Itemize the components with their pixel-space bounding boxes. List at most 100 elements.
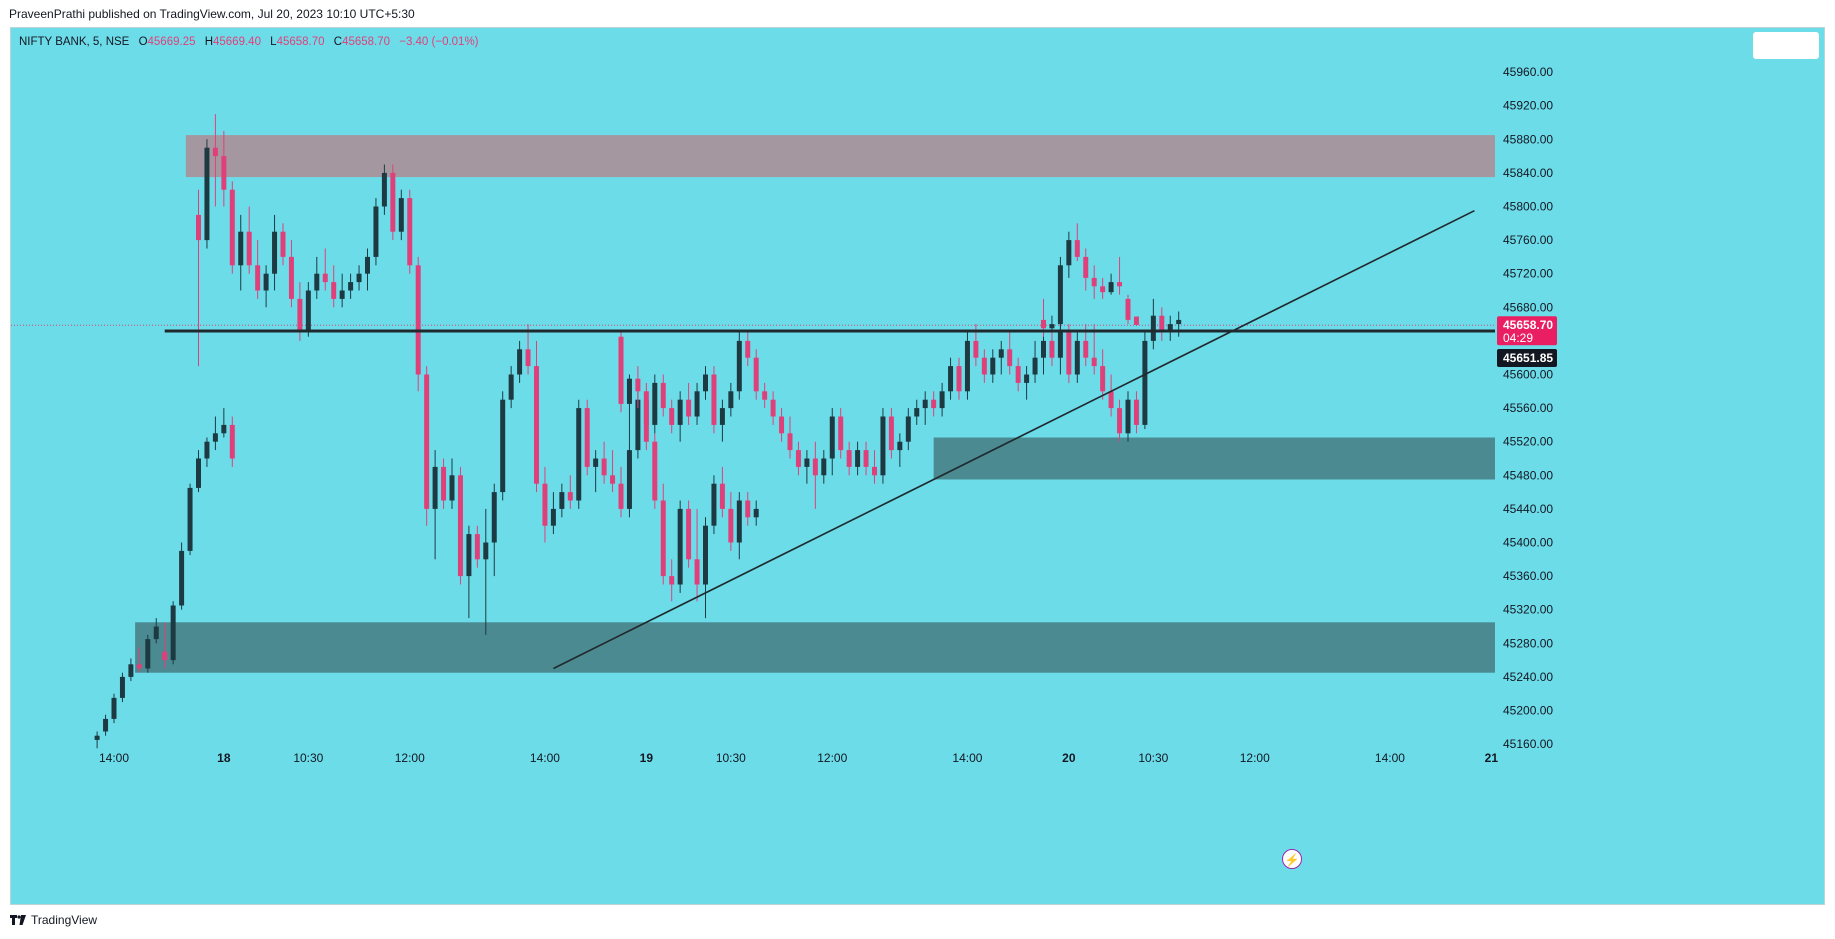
- candle-body: [618, 336, 624, 404]
- candle-body: [339, 290, 345, 299]
- candle-body: [1108, 282, 1114, 293]
- candle-body: [1167, 324, 1173, 333]
- candle-body: [888, 416, 894, 451]
- candle-body: [745, 500, 751, 518]
- candle-body: [373, 206, 379, 257]
- candle-body: [449, 475, 455, 501]
- candle-body: [711, 483, 717, 526]
- price-tick-label: 45520.00: [1503, 435, 1553, 449]
- candle-body: [736, 500, 742, 543]
- candle-body: [576, 408, 582, 501]
- low-value: 45658.70: [276, 36, 325, 48]
- candle-body: [703, 374, 708, 392]
- candle-body: [196, 214, 201, 241]
- candle-body: [179, 550, 185, 606]
- candle-body: [500, 399, 506, 493]
- candle-body: [272, 231, 278, 274]
- candle-body: [424, 374, 430, 509]
- candle-body: [221, 424, 227, 434]
- price-tick-label: 45800.00: [1503, 200, 1553, 214]
- candle-body: [212, 147, 218, 157]
- candle-body: [643, 391, 649, 425]
- candle-body: [677, 399, 683, 425]
- price-tick-label: 45160.00: [1503, 737, 1553, 751]
- candle-body: [1083, 256, 1089, 278]
- candle-body: [694, 559, 700, 585]
- candle-body: [111, 697, 117, 719]
- candle-body: [669, 576, 675, 585]
- candle-body: [517, 349, 523, 375]
- candle-body: [305, 290, 311, 333]
- candle-body: [593, 458, 599, 467]
- candle-body: [407, 198, 413, 266]
- candle-body: [1041, 340, 1046, 358]
- candle-body: [770, 399, 776, 417]
- time-tick-label: 10:30: [293, 751, 323, 765]
- candle-body: [390, 172, 396, 232]
- candle-body: [238, 231, 244, 266]
- candle-body: [119, 676, 125, 698]
- candle-body: [1049, 324, 1055, 329]
- currency-box[interactable]: [1753, 32, 1819, 59]
- candle-body: [1117, 408, 1123, 434]
- candle-body: [939, 391, 945, 409]
- price-tick-label: 45600.00: [1503, 368, 1553, 382]
- time-tick-label: 10:30: [716, 751, 746, 765]
- candle-body: [466, 534, 472, 577]
- candle-body: [804, 458, 810, 467]
- candle-body: [719, 408, 725, 425]
- candle-body: [838, 416, 844, 451]
- candle-body: [863, 450, 869, 467]
- candle-body: [288, 256, 294, 299]
- candle-body: [441, 466, 447, 501]
- candle-body: [322, 273, 328, 283]
- candle-body: [635, 399, 641, 451]
- candle-body: [753, 508, 759, 518]
- time-tick-label: 10:30: [1138, 751, 1168, 765]
- candle-body: [103, 718, 109, 732]
- candle-body: [626, 378, 632, 404]
- candle-body: [601, 458, 607, 476]
- candle-body: [990, 357, 996, 375]
- price-tick-label: 45280.00: [1503, 636, 1553, 650]
- candle-body: [204, 441, 210, 459]
- chart-pane[interactable]: 45160.00 45200.00 45240.00 45280.00 45320.00…: [10, 27, 1825, 905]
- footer-logo-text: TradingView: [31, 913, 98, 927]
- candle-body: [626, 450, 632, 509]
- candlestick-chart[interactable]: 45160.00 45200.00 45240.00 45280.00 45320.00…: [11, 28, 1824, 904]
- candle-body: [297, 298, 303, 333]
- tradingview-logo-icon: [10, 915, 26, 925]
- price-tick-label: 45320.00: [1503, 603, 1553, 617]
- candle-body: [246, 231, 252, 266]
- close-label: C: [333, 36, 343, 48]
- candle-body: [550, 508, 556, 526]
- candle-body: [204, 147, 210, 241]
- symbol-label[interactable]: NIFTY BANK, 5, NSE: [19, 36, 130, 48]
- candle-body: [128, 664, 134, 677]
- candle-body: [331, 282, 337, 299]
- candle-body: [1091, 357, 1097, 367]
- candle-body: [745, 340, 751, 358]
- candle-body: [652, 382, 658, 425]
- candle-body: [229, 424, 235, 459]
- zone-demand-lower: [135, 622, 1495, 673]
- countdown-label: 04:29: [1503, 331, 1533, 345]
- candle-body: [1041, 319, 1046, 329]
- last-price-label-bg: [1497, 316, 1557, 346]
- time-tick-label: 18: [217, 751, 231, 765]
- time-tick-label: 21: [1485, 751, 1499, 765]
- candle-body: [1049, 340, 1055, 358]
- candle-body: [1100, 286, 1106, 293]
- candle-body: [136, 664, 142, 669]
- candle-body: [1066, 332, 1072, 375]
- price-tick-label: 45480.00: [1503, 468, 1553, 482]
- price-tick-label: 45880.00: [1503, 132, 1553, 146]
- footer-logo[interactable]: TradingView: [10, 913, 97, 927]
- candle-body: [1150, 315, 1156, 341]
- lightning-bolt-icon[interactable]: ⚡: [1282, 849, 1302, 869]
- candle-body: [94, 735, 100, 740]
- price-tick-label: 45400.00: [1503, 536, 1553, 550]
- price-tick-label: 45760.00: [1503, 233, 1553, 247]
- price-tick-label: 45920.00: [1503, 99, 1553, 113]
- candle-body: [474, 534, 480, 560]
